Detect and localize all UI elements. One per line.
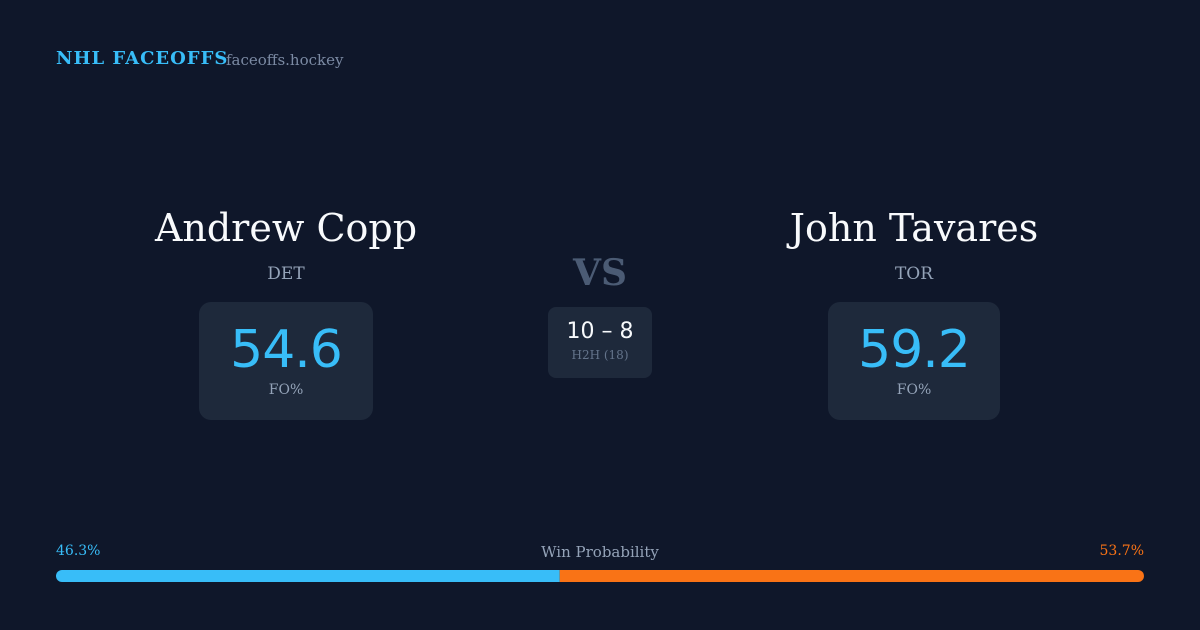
win-prob-bar xyxy=(56,570,1144,582)
player-team: DET xyxy=(267,264,305,284)
fo-label: FO% xyxy=(896,382,932,398)
bar-group xyxy=(56,570,1144,582)
win-prob-left: 46.3% xyxy=(56,543,101,559)
bar-segment xyxy=(56,570,560,582)
stat-card: 59.2 FO% xyxy=(828,302,1000,420)
vs: VS xyxy=(573,252,627,294)
bar-segment xyxy=(559,570,1144,582)
h2h-card: 10 – 8 H2H (18) xyxy=(548,307,652,378)
fo-pct: 59.2 xyxy=(858,320,971,380)
player-name: John Tavares xyxy=(789,206,1039,250)
win-prob-right: 53.7% xyxy=(1099,543,1144,559)
win-prob-title: Win Probability xyxy=(541,543,659,561)
h2h-score: 10 – 8 xyxy=(566,319,634,344)
fo-pct: 54.6 xyxy=(230,320,343,380)
player-team: TOR xyxy=(894,264,934,284)
fo-label: FO% xyxy=(268,382,304,398)
brand: NHL FACEOFFS xyxy=(56,48,229,69)
site: faceoffs.hockey xyxy=(226,51,344,69)
h2h-label: H2H (18) xyxy=(571,348,629,362)
stat-card: 54.6 FO% xyxy=(199,302,373,420)
player-name: Andrew Copp xyxy=(154,206,418,250)
